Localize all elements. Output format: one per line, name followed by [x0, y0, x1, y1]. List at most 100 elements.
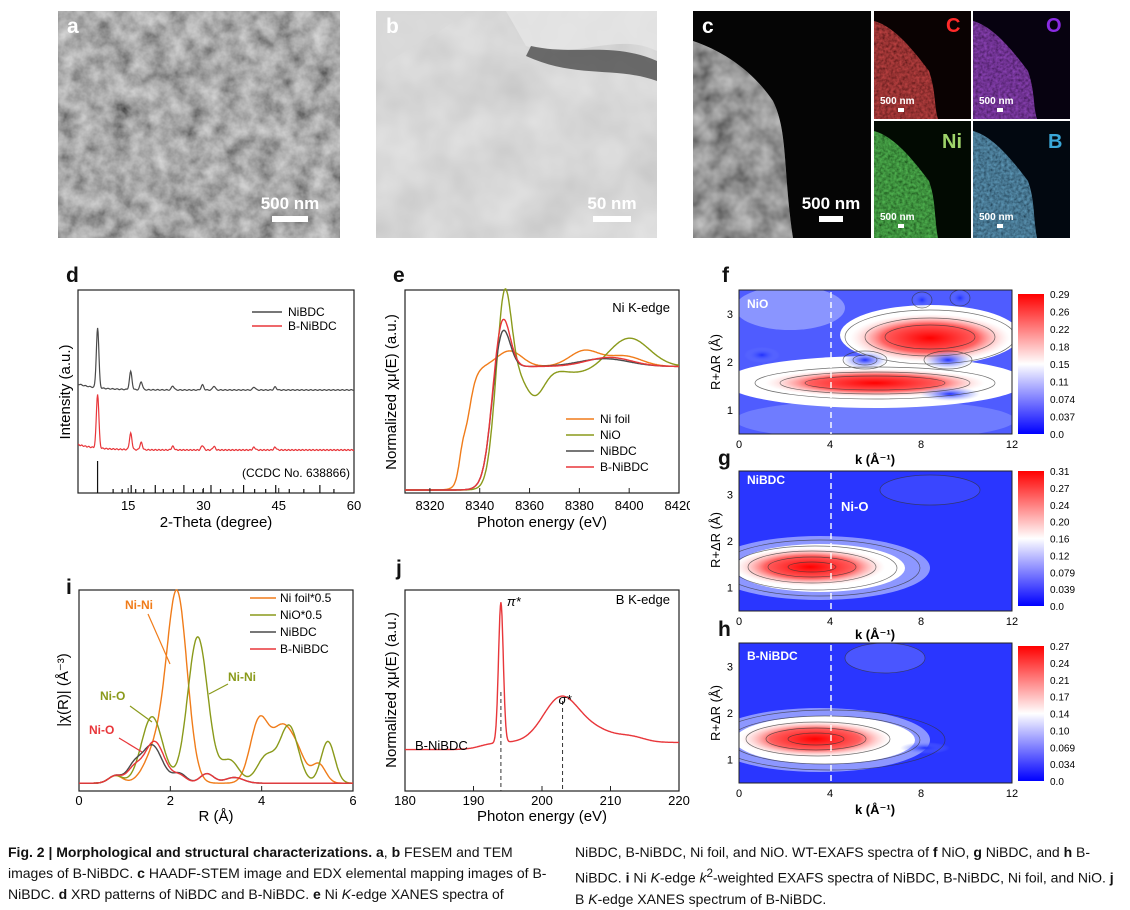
chart-j-xtick-label: 180 — [394, 793, 416, 808]
chart-e-legend-nibdc: NiBDC — [600, 444, 637, 458]
chart-i-annot-bnibdc-arrow — [118, 737, 143, 753]
chart-e-title: Ni K-edge — [612, 300, 670, 315]
chart-f-colorbar-label: 0.15 — [1050, 360, 1070, 371]
panel-a-scalebar: 500 nm — [252, 194, 328, 222]
chart-d-xticks: 15 30 45 60 — [121, 488, 361, 513]
chart-j-series-bnibdc — [405, 602, 679, 751]
chart-g-ytick-label: 3 — [727, 489, 733, 501]
chart-h-xtick-label: 8 — [918, 788, 924, 800]
panel-f-label: f — [722, 264, 729, 287]
caption-fig-number: Fig. 2 — [8, 844, 45, 860]
chart-h-title: B-NiBDC — [747, 649, 798, 663]
chart-i-annot-nio-nio: Ni-O — [100, 689, 125, 703]
chart-d-xtick-label: 30 — [196, 498, 210, 513]
chart-d-legend-nibdc: NiBDC — [288, 305, 325, 319]
edx-map-o-element: O — [1046, 15, 1062, 37]
chart-f-colorbar — [1018, 294, 1044, 434]
chart-g-xlabel: k (Å⁻¹) — [855, 627, 895, 642]
chart-g-colorbar-label: 0.24 — [1050, 501, 1070, 512]
caption-r-k2: k — [699, 869, 707, 886]
chart-j-bkedge: 180 190 200 210 220 π* σ* B K-edge B-NiBDC P… — [383, 589, 690, 825]
chart-i-legend-nio: NiO*0.5 — [280, 608, 322, 622]
chart-e-legend-nifoil: Ni foil — [600, 412, 630, 426]
chart-i-xtick-label: 2 — [167, 793, 174, 808]
chart-d-xlabel: 2-Theta (degree) — [160, 514, 273, 531]
chart-h-xtick-label: 4 — [827, 788, 833, 800]
chart-i-series-nio — [79, 636, 353, 784]
chart-f-colorbar-label: 0.29 — [1050, 290, 1070, 301]
chart-f-frame — [738, 289, 1013, 435]
panel-a-fesem-image — [58, 11, 340, 238]
chart-f-ylabel: R+ΔR (Å) — [708, 334, 723, 390]
edx-map-b-scale-text: 500 nm — [979, 212, 1014, 223]
caption-r-0: NiBDC, B-NiBDC, Ni foil, and NiO. WT-EXA… — [575, 844, 929, 860]
caption-r-1: NiO, — [941, 844, 970, 860]
caption-line-2: B-NiBDC. — [8, 865, 547, 902]
panel-e-label: e — [393, 264, 405, 287]
chart-i-annot-bnibdc-nio: Ni-O — [89, 723, 114, 737]
chart-e-frame — [404, 289, 680, 494]
panel-c-haadf-image — [693, 11, 871, 238]
chart-g-title: NiBDC — [747, 473, 785, 487]
chart-g-colorbar-label: 0.16 — [1050, 535, 1070, 546]
chart-f-xtick-label: 4 — [827, 439, 833, 451]
caption-r-10: K — [588, 890, 598, 907]
chart-h-heatmap — [739, 643, 1012, 783]
chart-i-annot-nifoil-arrow — [147, 613, 171, 665]
chart-h-ylabel: R+ΔR (Å) — [708, 685, 723, 741]
caption-r-9: B — [575, 890, 585, 907]
chart-h-ytick-label: 2 — [727, 708, 733, 720]
panel-c-label: c — [702, 15, 714, 38]
chart-h-xlabel: k (Å⁻¹) — [855, 802, 895, 817]
caption-title: Morphological and structural characteriz… — [56, 844, 373, 860]
edx-map-b-texture — [973, 131, 1037, 238]
chart-f-colorbar-label: 0.26 — [1050, 308, 1070, 319]
edx-map-c-texture — [874, 21, 938, 119]
chart-f-colorbar-label: 0.22 — [1050, 325, 1070, 336]
chart-h-frame — [738, 642, 1013, 784]
haadf-texture — [693, 11, 871, 238]
chart-d-xtick-label: 45 — [271, 498, 285, 513]
caption-r-6: -edge — [659, 869, 696, 886]
caption-line-6: -edge XANES spectra of — [351, 886, 504, 902]
chart-i-legend-bnibdc: B-NiBDC — [280, 642, 329, 656]
panel-b-scale-text: 50 nm — [587, 194, 637, 213]
chart-h-colorbar-labels: 0.27 0.24 0.21 0.17 0.14 0.10 0.069 0.034 0.0 — [1050, 642, 1075, 788]
chart-e-xtick-label: 8420 — [665, 498, 690, 513]
panel-d-label: d — [66, 264, 79, 287]
chart-f-colorbar-label: 0.037 — [1050, 413, 1075, 424]
chart-g-xtick-label: 12 — [1006, 616, 1018, 628]
chart-j-xtick-label: 190 — [463, 793, 485, 808]
chart-e-legend: Ni foil NiO NiBDC B-NiBDC — [566, 412, 649, 474]
chart-j-xtick-label: 210 — [600, 793, 622, 808]
edx-map-o-texture — [973, 21, 1037, 119]
chart-d-series-nibdc — [77, 327, 355, 392]
chart-e-xticks: 8320 8340 8360 8380 8400 8420 — [415, 488, 690, 513]
chart-e-legend-nio: NiO — [600, 428, 621, 442]
caption-line-1: images of B-NiBDC. — [8, 865, 134, 881]
chart-f-colorbar-label: 0.0 — [1050, 430, 1064, 441]
chart-h-colorbar-label: 0.10 — [1050, 726, 1070, 737]
chart-j-ylabel: Normalized χμ(E) (a.u.) — [383, 612, 400, 768]
panel-b-tem-image — [376, 11, 657, 238]
chart-g-colorbar-label: 0.27 — [1050, 484, 1070, 495]
chart-i-xtick-label: 6 — [349, 793, 356, 808]
chart-j-pi-label: π* — [507, 594, 522, 609]
chart-i-annot-nifoil-nini: Ni-Ni — [125, 598, 153, 612]
chart-f-colorbar-label: 0.074 — [1050, 395, 1075, 406]
chart-f-colorbar-label: 0.11 — [1050, 378, 1069, 389]
chart-g-colorbar-label: 0.20 — [1050, 518, 1070, 529]
chart-e-xtick-label: 8380 — [565, 498, 594, 513]
edx-map-ni-element: Ni — [942, 131, 962, 153]
chart-f-xtick-label: 0 — [736, 439, 742, 451]
chart-j-frame — [404, 589, 680, 792]
chart-g-colorbar-label: 0.12 — [1050, 551, 1070, 562]
chart-g-xtick-label: 4 — [827, 616, 833, 628]
chart-h-xtick-label: 0 — [736, 788, 742, 800]
chart-e-ylabel: Normalized χμ(E) (a.u.) — [383, 314, 400, 470]
chart-i-xticks: 0 2 4 6 — [75, 786, 357, 808]
caption-r-5: K — [650, 869, 660, 886]
